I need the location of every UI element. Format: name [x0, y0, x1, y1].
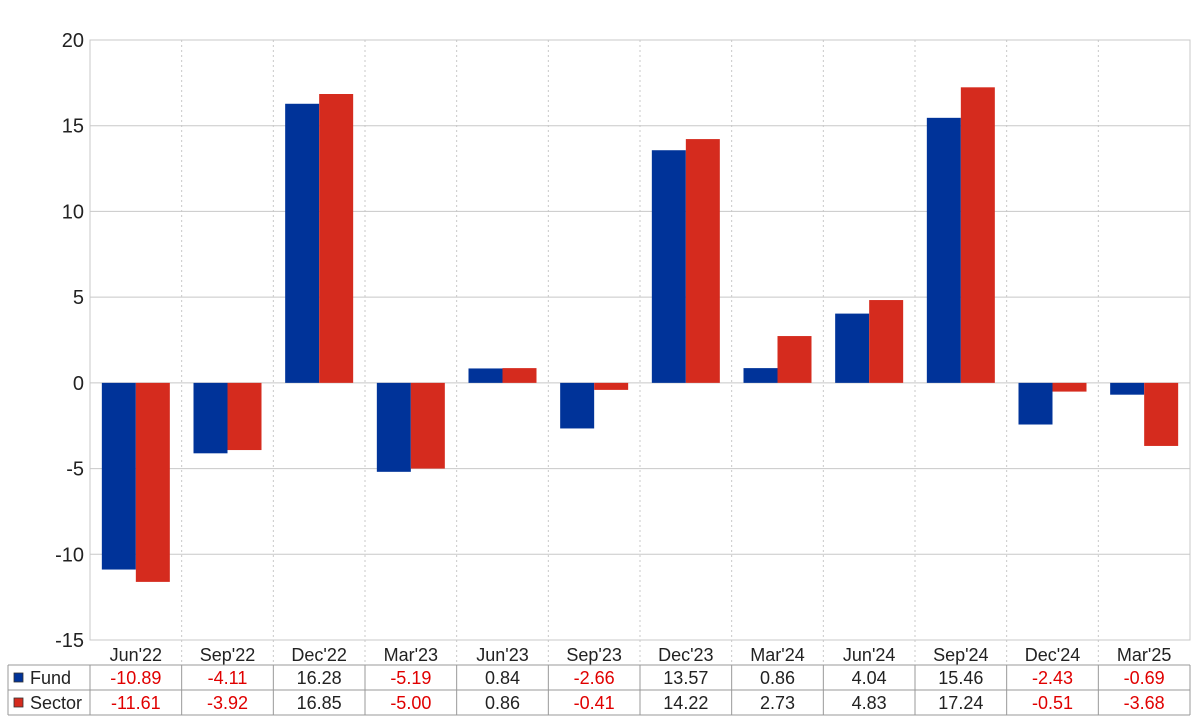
x-tick-label: Jun'23 [476, 645, 528, 665]
y-tick-label: 15 [62, 116, 84, 138]
data-label-fund: 0.84 [485, 668, 520, 688]
bar-fund [468, 368, 503, 383]
legend-swatch-sector [13, 697, 24, 708]
data-label-fund: -5.19 [390, 668, 431, 688]
bar-sector [594, 382, 629, 390]
data-label-sector: -3.92 [207, 693, 248, 713]
legend-swatch-fund [13, 672, 24, 683]
bar-fund [285, 103, 320, 383]
data-label-sector: 2.73 [760, 693, 795, 713]
data-label-sector: -0.41 [574, 693, 615, 713]
data-label-fund: -2.43 [1032, 668, 1073, 688]
data-label-sector: 16.85 [297, 693, 342, 713]
bar-fund [926, 117, 961, 383]
bar-sector [960, 87, 995, 383]
data-label-sector: -5.00 [390, 693, 431, 713]
x-tick-label: Mar'24 [750, 645, 804, 665]
y-tick-label: 10 [62, 201, 84, 223]
data-label-fund: 0.86 [760, 668, 795, 688]
bar-sector [410, 382, 445, 469]
x-tick-label: Mar'25 [1117, 645, 1171, 665]
y-tick-label: 5 [73, 287, 84, 309]
bar-sector [1052, 382, 1087, 392]
x-tick-label: Jun'24 [843, 645, 895, 665]
x-tick-label: Sep'24 [933, 645, 989, 665]
data-label-fund: -2.66 [574, 668, 615, 688]
data-label-fund: 15.46 [938, 668, 983, 688]
data-label-sector: 17.24 [938, 693, 983, 713]
bar-sector [685, 139, 720, 383]
y-tick-label: -10 [55, 544, 84, 566]
data-label-fund: -4.11 [208, 668, 248, 688]
y-tick-label: -5 [66, 459, 84, 481]
bar-fund [1018, 382, 1053, 425]
data-label-fund: 4.04 [852, 668, 887, 688]
x-tick-label: Dec'23 [658, 645, 713, 665]
bar-fund [193, 382, 228, 454]
bar-sector [1144, 382, 1179, 446]
bar-sector [869, 300, 904, 383]
bar-sector [502, 368, 537, 383]
data-label-sector: 0.86 [485, 693, 520, 713]
bar-fund [835, 313, 870, 383]
x-tick-label: Sep'23 [566, 645, 622, 665]
bar-fund [560, 382, 595, 429]
x-tick-label: Dec'22 [291, 645, 346, 665]
data-label-sector: -11.61 [111, 693, 161, 713]
data-label-sector: -0.51 [1032, 693, 1073, 713]
y-tick-label: -15 [55, 630, 84, 652]
data-label-fund: -0.69 [1124, 668, 1165, 688]
legend-label-sector: Sector [30, 693, 82, 713]
bar-sector [227, 382, 262, 451]
x-tick-label: Mar'23 [384, 645, 438, 665]
y-tick-label: 0 [73, 373, 84, 395]
data-label-fund: 13.57 [663, 668, 708, 688]
x-tick-label: Dec'24 [1025, 645, 1080, 665]
x-tick-label: Jun'22 [110, 645, 162, 665]
bar-fund [376, 382, 411, 472]
data-label-sector: 14.22 [663, 693, 708, 713]
bar-fund [101, 382, 136, 570]
data-label-fund: -10.89 [110, 668, 161, 688]
y-tick-label: 20 [62, 30, 84, 52]
bar-fund [651, 150, 686, 383]
x-tick-label: Sep'22 [200, 645, 256, 665]
data-label-fund: 16.28 [297, 668, 342, 688]
bar-fund [1110, 382, 1145, 395]
bar-sector [777, 336, 812, 383]
data-label-sector: -3.68 [1124, 693, 1165, 713]
data-label-sector: 4.83 [852, 693, 887, 713]
bar-sector [319, 94, 354, 383]
legend-label-fund: Fund [30, 668, 71, 688]
bar-fund [743, 368, 778, 383]
bar-sector [135, 382, 170, 582]
